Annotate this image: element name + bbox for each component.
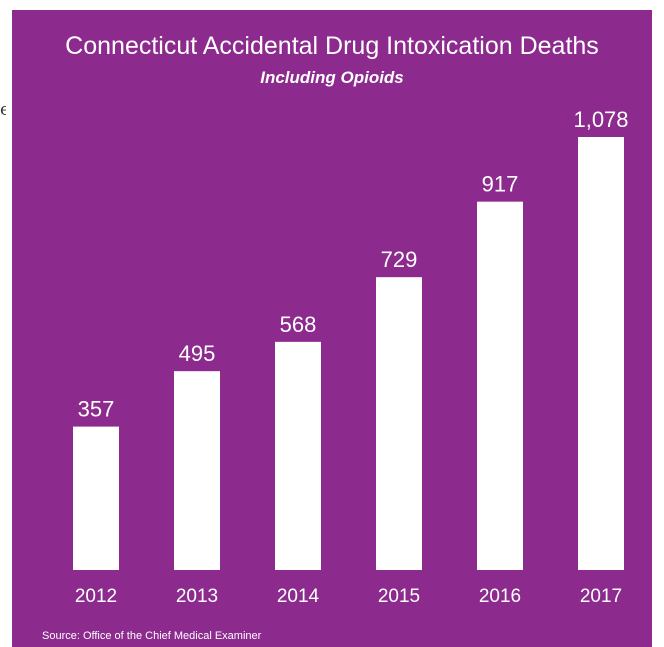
x-tick-label-2012: 2012 [75, 586, 117, 607]
source-note: Source: Office of the Chief Medical Exam… [42, 630, 262, 642]
chart-card: Connecticut Accidental Drug Intoxication… [12, 10, 652, 647]
bar-2017 [578, 137, 624, 570]
chart-title: Connecticut Accidental Drug Intoxication… [65, 32, 599, 60]
bar-2016 [477, 201, 523, 571]
value-label-2012: 357 [78, 397, 115, 422]
value-label-2013: 495 [179, 341, 216, 366]
x-tick-label-2016: 2016 [479, 586, 521, 607]
value-label-2017: 1,078 [573, 107, 628, 132]
bar-2014 [275, 341, 321, 570]
bar-2015 [376, 277, 422, 570]
x-tick-label-2014: 2014 [277, 586, 320, 607]
x-tick-label-2017: 2017 [580, 586, 622, 607]
stray-text-fragment: e [0, 100, 6, 120]
x-tick-label-2013: 2013 [176, 586, 218, 607]
value-label-2015: 729 [381, 247, 418, 272]
value-label-2014: 568 [280, 312, 317, 337]
bar-chart: 357 2012 495 2013 568 2014 729 2015 917 2016 1,078… [73, 107, 629, 607]
x-tick-label-2015: 2015 [378, 586, 420, 607]
bar-2013 [174, 371, 220, 570]
chart-subtitle: Including Opioids [260, 68, 404, 87]
value-label-2016: 917 [482, 172, 519, 197]
bar-2012 [73, 426, 119, 570]
